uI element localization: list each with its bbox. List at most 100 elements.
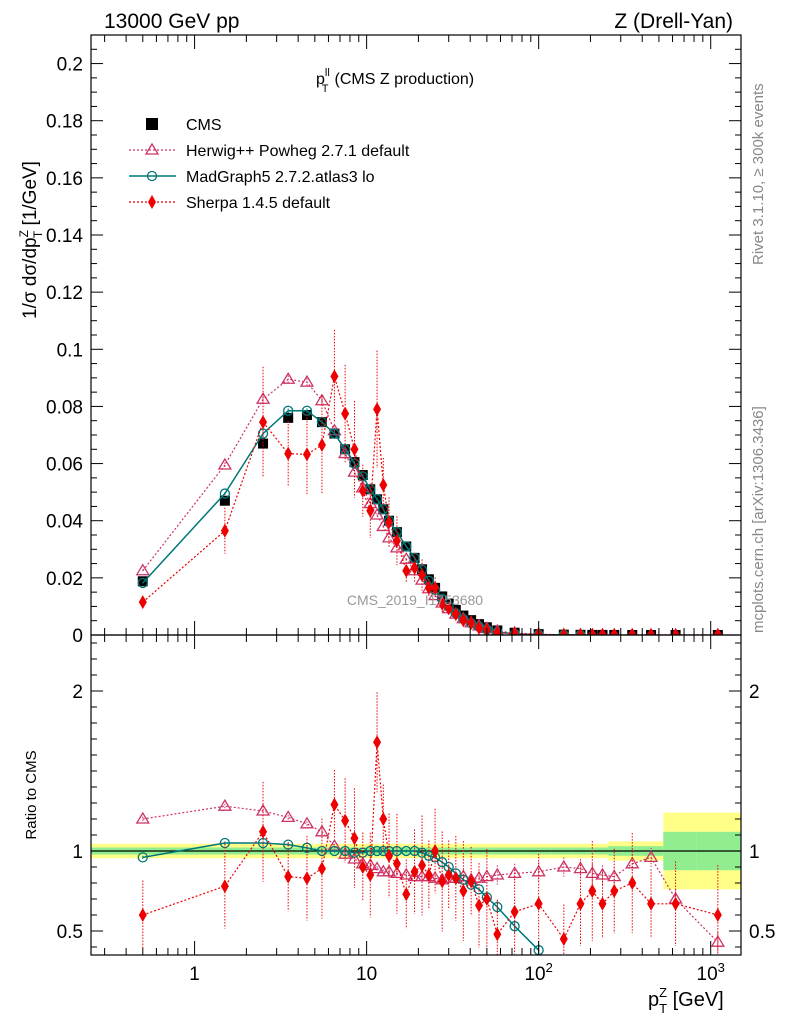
mcplots-label: mcplots.cern.ch [arXiv:1306.3436] <box>750 406 767 633</box>
data-point-diamond <box>402 563 411 578</box>
data-point-diamond <box>220 523 229 538</box>
data-point-diamond <box>510 626 519 635</box>
title-rest: (CMS Z production) <box>335 71 475 88</box>
analysis-watermark: CMS_2019_I1753680 <box>347 592 483 608</box>
ratio-point-diamond <box>138 908 147 922</box>
ratio-point-triangle <box>381 864 397 877</box>
data-point-square <box>423 574 434 585</box>
x-tick-label: 10 <box>356 964 377 985</box>
data-point-circle <box>219 488 231 499</box>
plot-title: pll T (CMS Z production) <box>316 67 474 95</box>
main-plot-panel: 0 0.02 0.04 0.06 0.08 0.1 0.12 0.14 0.16 0.18 0.2 <box>46 34 742 647</box>
ratio-point-diamond <box>475 898 484 913</box>
y-tick-label: 0.14 <box>46 226 83 247</box>
ratio-point-triangle <box>369 861 385 874</box>
data-point-circle <box>137 577 148 589</box>
data-point-diamond <box>559 627 568 635</box>
ratio-point-diamond <box>373 735 382 750</box>
legend-label: CMS <box>186 117 222 134</box>
ratio-point-diamond <box>259 824 268 839</box>
legend: CMS Herwig++ Powheg 2.7.1 default MadGraph… <box>129 117 410 212</box>
ratio-y-tick-label: 0.5 <box>749 922 775 943</box>
ratio-point-diamond <box>220 879 229 894</box>
ratio-point-circle <box>371 845 383 857</box>
ratio-point-diamond <box>350 831 359 846</box>
ratio-point-diamond <box>559 932 568 946</box>
y-tick-label: 0.18 <box>46 112 83 133</box>
ratio-point-triangle <box>299 816 315 829</box>
ratio-point-triangle <box>337 846 353 859</box>
ratio-point-diamond <box>379 812 388 826</box>
ratio-plot-frame <box>90 634 742 956</box>
data-point-diamond <box>379 478 388 492</box>
data-point-circle <box>339 444 351 455</box>
data-point-diamond <box>410 560 419 575</box>
ratio-point-triangle <box>556 859 571 872</box>
data-point-square <box>137 576 148 587</box>
ratio-point-diamond <box>418 858 427 873</box>
ratio-plot-marks <box>135 692 725 955</box>
header-right: Z (Drell-Yan) <box>614 10 733 33</box>
ratio-y-tick-label: 0.5 <box>57 922 83 943</box>
x-tick-label: 103 <box>697 960 725 985</box>
ratio-point-diamond <box>493 927 502 942</box>
ratio-y-tick-label: 2 <box>72 682 83 703</box>
data-point-diamond <box>317 438 326 452</box>
data-point-circle <box>401 541 412 552</box>
y-tick-label: 0.02 <box>46 569 83 590</box>
main-plot-marks <box>135 329 723 635</box>
legend-marker-circle <box>146 170 158 182</box>
data-point-diamond <box>493 625 502 635</box>
data-point-diamond <box>467 616 476 630</box>
ratio-point-triangle <box>643 850 659 863</box>
legend-marker-triangle <box>144 142 160 155</box>
data-point-diamond <box>628 627 637 635</box>
legend-marker-diamond <box>148 195 156 209</box>
data-point-diamond <box>438 596 447 611</box>
data-point-circle <box>283 405 294 416</box>
ratio-point-diamond <box>385 848 394 863</box>
data-point-square <box>258 438 269 449</box>
ratio-point-diamond <box>444 868 453 882</box>
data-point-triangle <box>299 374 315 387</box>
ratio-point-diamond <box>330 797 339 812</box>
y-tick-label: 0.16 <box>46 169 83 190</box>
data-point-triangle <box>369 507 385 520</box>
ratio-point-triangle <box>625 856 640 869</box>
data-point-diamond <box>647 627 656 635</box>
data-point-circle <box>378 504 389 515</box>
ratio-point-diamond <box>317 861 326 876</box>
data-point-triangle <box>389 540 405 553</box>
ratio-point-diamond <box>410 864 419 879</box>
data-point-diamond <box>302 447 311 462</box>
legend-label: Sherpa 1.4.5 default <box>186 195 331 212</box>
ratio-point-diamond <box>451 871 460 886</box>
ratio-y-tick-label: 1 <box>749 842 760 863</box>
y-tick-label: 0.04 <box>46 512 83 533</box>
ratio-point-circle <box>423 850 435 861</box>
y-tick-label: 0.1 <box>57 340 83 361</box>
ratio-point-diamond <box>284 869 293 884</box>
data-point-diamond <box>598 627 607 635</box>
data-point-diamond <box>373 402 382 417</box>
ratio-point-diamond <box>534 896 543 911</box>
ratio-point-triangle <box>573 861 588 874</box>
legend-marker-square <box>146 118 158 130</box>
data-point-diamond <box>341 406 350 421</box>
ratio-point-diamond <box>302 871 311 886</box>
data-point-triangle <box>217 457 233 470</box>
ratio-point-circle <box>365 845 376 857</box>
data-point-diamond <box>431 580 440 595</box>
data-point-triangle <box>376 519 391 532</box>
ratio-point-triangle <box>314 824 330 837</box>
ratio-y-tick-label: 1 <box>72 842 83 863</box>
data-point-triangle <box>381 530 397 543</box>
y-tick-label: 0.06 <box>46 455 83 476</box>
header-left: 13000 GeV pp <box>104 10 239 33</box>
data-point-diamond <box>671 627 680 635</box>
ratio-point-diamond <box>628 876 637 890</box>
ratio-point-circle <box>409 845 420 857</box>
ratio-point-diamond <box>510 904 519 919</box>
y-tick-label: 0.12 <box>46 283 83 304</box>
data-point-diamond <box>418 568 427 582</box>
